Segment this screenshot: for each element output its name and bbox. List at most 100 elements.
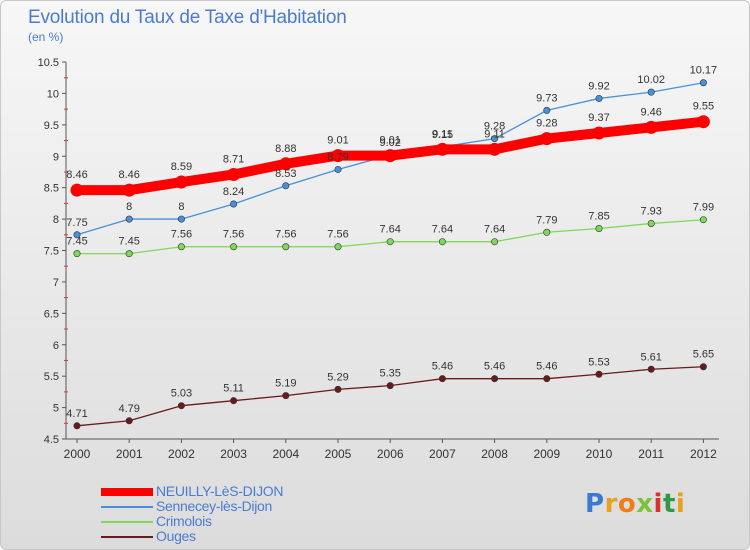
logo-letter: i [675, 489, 686, 519]
y-tick-label: 5.5 [44, 371, 59, 383]
data-label: 4.71 [66, 408, 87, 420]
series-3 [73, 363, 707, 430]
legend-label: Sennecey-lès-Dijon [156, 498, 272, 514]
x-tick-label: 2001 [116, 447, 143, 461]
logo-letter: t [662, 489, 676, 519]
data-label: 9.11 [432, 128, 453, 140]
data-label: 7.45 [66, 236, 87, 248]
y-tick-label: 9 [53, 151, 59, 163]
y-tick-label: 8 [53, 214, 59, 226]
x-tick-label: 2011 [638, 447, 664, 461]
data-point [331, 149, 345, 163]
data-label: 8.53 [275, 168, 296, 180]
data-point [334, 385, 342, 393]
data-label: 9.73 [536, 92, 557, 104]
x-tick-label: 2010 [586, 447, 613, 461]
data-label: 8 [178, 201, 184, 213]
x-tick-label: 2008 [481, 447, 508, 461]
data-point [227, 167, 241, 181]
y-tick-label: 6.5 [44, 308, 59, 320]
data-label: 5.46 [432, 361, 453, 373]
data-point [177, 402, 185, 410]
data-label: 4.79 [118, 403, 139, 415]
data-label: 8 [126, 201, 132, 213]
data-point [125, 417, 133, 425]
data-point [177, 215, 185, 223]
data-label: 8.46 [66, 169, 87, 181]
data-point [543, 375, 551, 383]
legend-label: Ouges [156, 528, 196, 544]
data-label: 9.01 [379, 135, 400, 147]
chart-title: Evolution du Taux de Taxe d'Habitation [28, 7, 347, 28]
data-label: 9.92 [588, 80, 609, 92]
data-label: 8.46 [118, 169, 139, 181]
data-point [595, 94, 603, 102]
x-tick-label: 2006 [377, 447, 404, 461]
data-point [177, 243, 185, 251]
data-point [491, 375, 499, 383]
chart-subtitle: (en %) [28, 30, 64, 44]
data-point [73, 250, 81, 258]
data-point [644, 120, 658, 134]
data-point [540, 132, 554, 146]
data-point [488, 142, 502, 156]
y-tick-label: 7 [53, 277, 59, 289]
y-tick-label: 4.5 [44, 434, 59, 446]
logo-letter: P [585, 489, 605, 519]
data-point [230, 397, 238, 405]
data-point [647, 219, 655, 227]
data-point [595, 370, 603, 378]
data-label: 7.75 [66, 217, 87, 229]
legend-label: Crimolois [156, 513, 212, 529]
data-label: 8.88 [275, 143, 296, 155]
series-2 [73, 216, 707, 258]
data-label: 9.55 [693, 101, 714, 113]
data-label: 9.02 [379, 137, 400, 149]
data-point [699, 79, 707, 87]
legend-swatch [101, 506, 153, 508]
data-point [699, 216, 707, 224]
data-point [696, 115, 710, 129]
legend-label: NEUILLY-LèS-DIJON [156, 483, 284, 499]
data-point [647, 88, 655, 96]
legend-swatch [101, 488, 153, 496]
data-point [282, 182, 290, 190]
data-label: 7.64 [484, 224, 505, 236]
data-label: 7.56 [327, 229, 348, 241]
data-point [438, 375, 446, 383]
x-tick-label: 2004 [272, 447, 299, 461]
x-tick-label: 2009 [533, 447, 560, 461]
legend-swatch [101, 536, 153, 538]
data-label: 7.56 [171, 229, 192, 241]
data-point [282, 392, 290, 400]
data-label: 7.45 [118, 236, 139, 248]
data-label: 5.53 [588, 356, 609, 368]
data-label: 5.19 [275, 378, 296, 390]
logo-letter: o [617, 489, 637, 519]
data-point [125, 215, 133, 223]
data-point [279, 157, 293, 171]
data-label: 5.29 [327, 371, 348, 383]
data-point [125, 250, 133, 258]
y-tick-label: 7.5 [44, 246, 59, 258]
data-point [230, 243, 238, 251]
data-point [70, 183, 84, 197]
data-point [491, 135, 499, 143]
data-label: 5.61 [640, 351, 661, 363]
data-point [334, 165, 342, 173]
data-point [592, 126, 606, 140]
data-label: 7.64 [432, 224, 453, 236]
data-label: 7.64 [379, 224, 400, 236]
y-tick-label: 10.5 [38, 57, 59, 69]
data-point [230, 200, 238, 208]
y-tick-label: 6 [53, 340, 59, 352]
x-tick-label: 2000 [64, 447, 91, 461]
proxiti-logo: Proxiti [585, 489, 685, 519]
y-tick-label: 8.5 [44, 183, 59, 195]
data-label: 7.99 [693, 202, 714, 214]
data-label: 9.01 [327, 135, 348, 147]
data-point [282, 243, 290, 251]
data-label: 5.35 [379, 368, 400, 380]
data-label: 8.24 [223, 186, 244, 198]
